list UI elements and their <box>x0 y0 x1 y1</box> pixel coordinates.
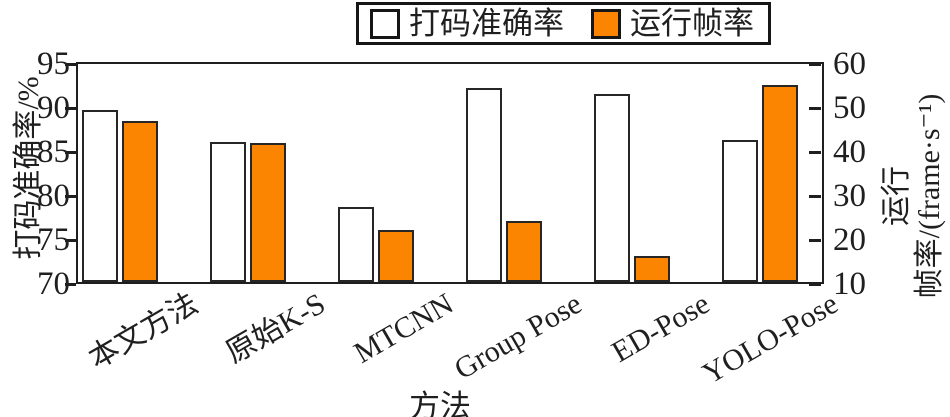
x-category-label-2: MTCNN <box>348 287 459 370</box>
left-tick-label-80: 80 <box>37 178 70 214</box>
bar-fps-0 <box>122 121 158 282</box>
left-tick-label-90: 90 <box>37 90 70 126</box>
bars-container <box>78 64 822 282</box>
left-tick-85 <box>65 151 76 154</box>
right-axis-title-line2: 帧率/(frame·s⁻¹) <box>913 93 946 299</box>
left-tick-label-75: 75 <box>37 222 70 258</box>
right-tick-label-30: 30 <box>833 178 866 214</box>
right-tick-60 <box>809 63 821 66</box>
plot-area <box>76 62 824 284</box>
x-category-label-1: 原始K-S <box>220 287 331 370</box>
right-tick-label-10: 10 <box>833 266 866 302</box>
right-tick-40 <box>809 151 821 154</box>
right-tick-20 <box>809 239 821 242</box>
left-tick-90 <box>65 107 76 110</box>
right-axis-title: 运行 帧率/(frame·s⁻¹) <box>880 94 946 299</box>
bar-fps-1 <box>250 143 286 282</box>
bar-fps-3 <box>506 221 542 282</box>
right-tick-50 <box>809 107 821 110</box>
left-tick-95 <box>65 63 76 66</box>
legend: 打码准确率 运行帧率 <box>356 2 771 45</box>
right-tick-label-60: 60 <box>833 46 866 82</box>
x-category-label-5: YOLO-Pose <box>696 287 843 391</box>
bar-fps-4 <box>634 256 670 282</box>
bar-accuracy-0 <box>82 110 118 282</box>
left-tick-70 <box>65 283 76 286</box>
legend-swatch-fps <box>591 8 621 39</box>
right-tick-label-50: 50 <box>833 90 866 126</box>
left-tick-label-70: 70 <box>37 266 70 302</box>
left-tick-label-95: 95 <box>37 46 70 82</box>
right-axis-title-line1: 运行 <box>880 166 913 227</box>
right-tick-30 <box>809 195 821 198</box>
x-category-label-0: 本文方法 <box>82 287 203 376</box>
legend-label-accuracy: 打码准确率 <box>409 5 564 41</box>
bar-accuracy-2 <box>338 207 374 282</box>
right-tick-label-40: 40 <box>833 134 866 170</box>
bar-fps-5 <box>762 85 798 282</box>
left-tick-label-85: 85 <box>37 134 70 170</box>
right-tick-label-20: 20 <box>833 222 866 258</box>
x-category-label-3: Group Pose <box>448 287 587 387</box>
bar-accuracy-4 <box>594 94 630 282</box>
bar-accuracy-1 <box>210 142 246 282</box>
bar-fps-2 <box>378 230 414 282</box>
right-tick-10 <box>809 283 821 286</box>
legend-swatch-accuracy <box>370 8 400 39</box>
bar-accuracy-5 <box>722 140 758 282</box>
left-tick-75 <box>65 239 76 242</box>
legend-label-fps: 运行帧率 <box>630 5 754 41</box>
bar-accuracy-3 <box>466 88 502 282</box>
left-tick-80 <box>65 195 76 198</box>
x-axis-title: 方法 <box>409 389 471 417</box>
x-category-label-4: ED-Pose <box>606 287 715 369</box>
